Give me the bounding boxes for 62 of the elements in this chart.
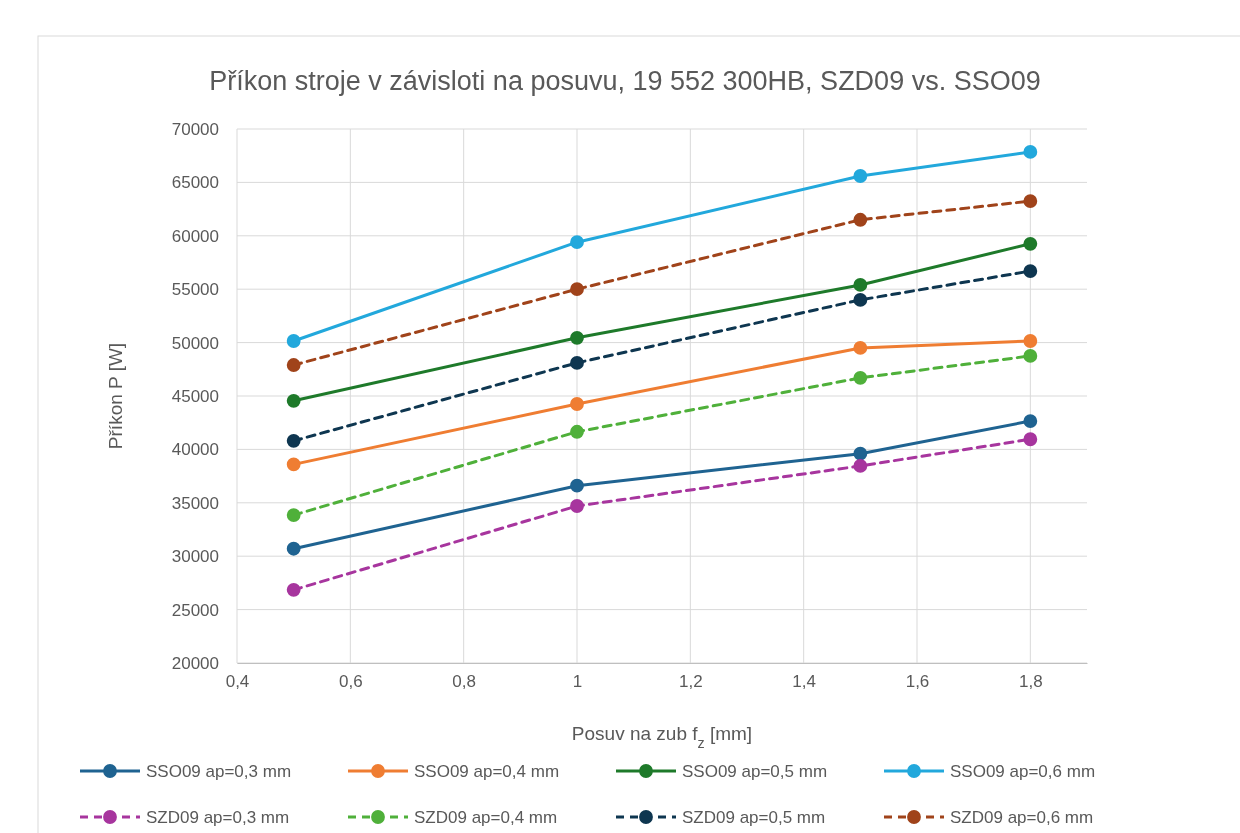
- point: [1023, 264, 1038, 278]
- point: [1023, 236, 1038, 251]
- point: [570, 330, 584, 345]
- point: [1023, 194, 1038, 208]
- point: [1023, 432, 1038, 447]
- point: [570, 499, 584, 513]
- y-tick-label: 30000: [171, 547, 219, 567]
- point: [570, 356, 584, 370]
- point: [853, 278, 868, 292]
- x-tick-label: 1: [572, 672, 583, 692]
- x-tick-label: 1,6: [905, 672, 930, 692]
- point: [1023, 334, 1038, 348]
- legend-label: SSO09 ap=0,6 mm: [950, 762, 1096, 781]
- y-axis-title: Příkon P [W]: [105, 342, 126, 450]
- y-tick-label: 40000: [171, 440, 219, 460]
- point: [570, 478, 584, 493]
- x-tick-label: 1,4: [792, 672, 816, 692]
- y-tick-label: 60000: [171, 226, 219, 246]
- point: [1023, 349, 1038, 363]
- point: [853, 212, 868, 227]
- point: [570, 282, 584, 297]
- point: [286, 508, 301, 522]
- legend-label: SSO09 ap=0,4 mm: [414, 762, 560, 781]
- legend-label: SSO09 ap=0,3 mm: [146, 762, 292, 781]
- point: [286, 358, 301, 372]
- y-tick-label: 35000: [171, 493, 219, 513]
- y-tick-label: 25000: [171, 600, 219, 620]
- point: [853, 292, 868, 307]
- x-axis-title: Posuv na zub f$_{z}$ [mm]: [571, 723, 753, 751]
- point: [286, 541, 301, 556]
- point: [1023, 414, 1038, 428]
- point: [286, 393, 301, 408]
- x-tick-label: 1,8: [1019, 672, 1043, 692]
- x-tick-label: 0,8: [452, 672, 476, 692]
- point: [853, 370, 868, 385]
- legend-label: SZD09 ap=0,3 mm: [146, 808, 290, 827]
- point: [286, 457, 301, 472]
- point: [853, 341, 868, 355]
- legend-label: SZD09 ap=0,6 mm: [950, 808, 1094, 827]
- x-tick-label: 1,2: [679, 672, 703, 692]
- y-tick-label: 45000: [171, 386, 219, 406]
- legend-label: SSO09 ap=0,5 mm: [682, 762, 828, 781]
- point: [570, 424, 584, 439]
- x-tick-label: 0,6: [339, 672, 363, 692]
- y-tick-label: 70000: [171, 119, 219, 139]
- y-tick-label: 65000: [171, 173, 219, 193]
- x-tick-label: 0,4: [225, 672, 250, 692]
- chart-title: Příkon stroje v závisloti na posuvu, 19 552 300HB, SZD09 vs. SSO09: [209, 66, 1041, 96]
- point: [570, 235, 584, 250]
- y-tick-label: 20000: [171, 653, 219, 673]
- y-tick-label: 55000: [171, 280, 219, 300]
- point: [853, 169, 868, 183]
- y-tick-label: 50000: [171, 333, 219, 353]
- point: [1023, 145, 1038, 159]
- legend-label: SZD09 ap=0,4 mm: [414, 808, 558, 827]
- point: [286, 433, 301, 448]
- point: [286, 334, 301, 348]
- point: [286, 582, 301, 597]
- legend-label: SZD09 ap=0,5 mm: [682, 808, 826, 827]
- point: [853, 459, 868, 473]
- point: [853, 446, 868, 461]
- point: [570, 397, 584, 411]
